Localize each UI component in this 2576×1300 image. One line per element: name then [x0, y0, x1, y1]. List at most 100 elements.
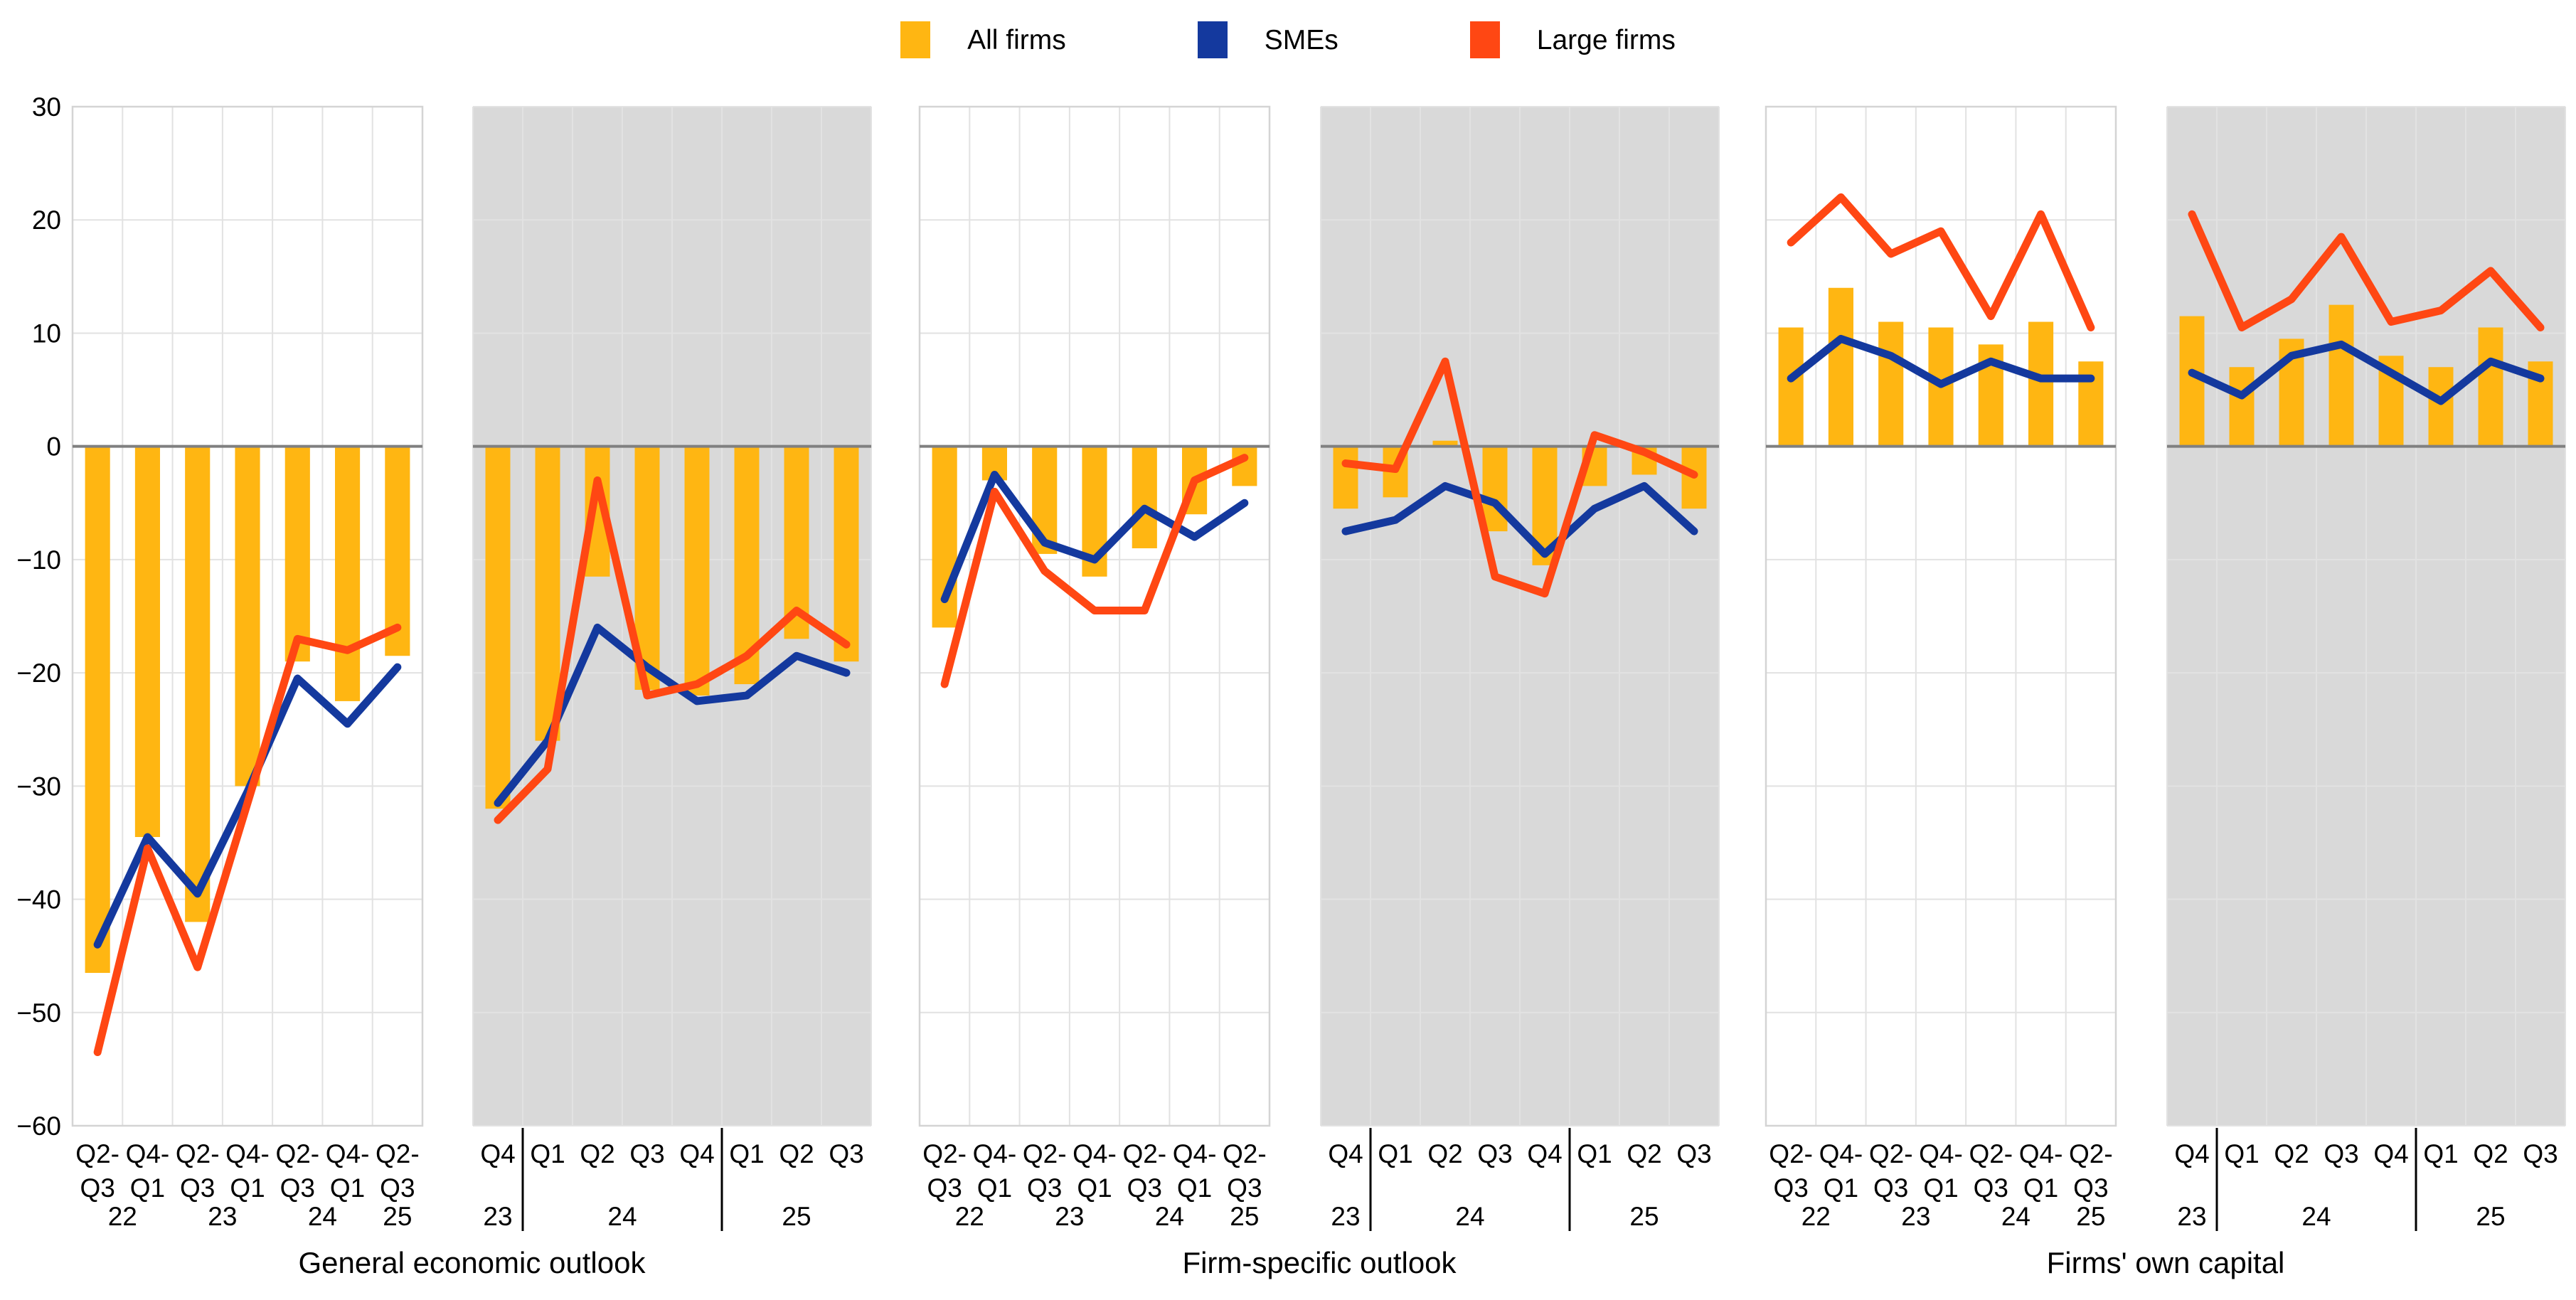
x-tick-label: Q2-: [1023, 1139, 1067, 1168]
large-firms-swatch-icon: [1469, 21, 1500, 58]
legend-label: Large firms: [1536, 24, 1676, 55]
year-label: 23: [483, 1202, 512, 1231]
x-tick-label: Q2-: [75, 1139, 119, 1168]
year-label: 25: [1629, 1202, 1659, 1231]
x-tick-label: Q4-: [973, 1139, 1017, 1168]
panel-border: [918, 105, 1271, 1127]
large-firms-line: [1341, 357, 1698, 598]
legend-label: All firms: [967, 24, 1066, 55]
bar-all-firms: [2179, 316, 2205, 447]
bar-all-firms: [385, 446, 410, 656]
x-tick-label: Q4-: [1173, 1139, 1217, 1168]
x-tick-label: Q4-: [225, 1139, 270, 1168]
x-tick-label: Q2: [1427, 1139, 1462, 1168]
year-label: 25: [782, 1202, 811, 1231]
year-label: 24: [607, 1202, 637, 1231]
x-tick-label: Q2: [779, 1139, 814, 1168]
panel-6-quarterly: Q4 Q1 Q2 Q3 Q4 Q1 Q2 Q3 23 24 25: [2166, 106, 2566, 1231]
x-tick-label: Q3: [180, 1173, 215, 1203]
x-tick-label: Q1: [977, 1173, 1012, 1203]
x-tick-label: Q2-: [1223, 1139, 1267, 1168]
x-tick-label: Q2: [2274, 1139, 2309, 1168]
x-tick-label: Q2: [1627, 1139, 1661, 1168]
y-tick-label: 0: [46, 432, 61, 462]
bar-all-firms: [2428, 367, 2454, 447]
x-tick-label: Q3: [1477, 1139, 1512, 1168]
large-firms-line: [940, 454, 1249, 688]
x-tick-label: Q3: [1974, 1173, 2008, 1203]
x-tick-label: Q3: [629, 1139, 664, 1168]
x-tick-label: Q4-: [1919, 1139, 1963, 1168]
x-tick-label: Q2-: [176, 1139, 220, 1168]
smes-line: [1787, 334, 2095, 388]
large-firms-line: [1787, 193, 2095, 331]
bar-all-firms: [335, 446, 361, 701]
legend-item-large-firms: Large firms: [1469, 21, 1676, 58]
legend-item-all-firms: All firms: [900, 21, 1066, 58]
x-tick-label: Q2: [2473, 1139, 2508, 1168]
x-tick-label: Q3: [280, 1173, 315, 1203]
year-label: 25: [2076, 1202, 2105, 1231]
bar-all-firms: [284, 446, 310, 662]
bar-all-firms: [2078, 361, 2104, 447]
y-tick-label: 20: [32, 206, 61, 235]
x-tick-label: Q4-: [326, 1139, 370, 1168]
large-firms-line: [494, 476, 851, 824]
x-tick-label: Q1: [130, 1173, 165, 1203]
x-tick-label: Q1: [2224, 1139, 2259, 1168]
x-tick-label: Q1: [1923, 1173, 1958, 1203]
panel-2-quarterly: Q4 Q1 Q2 Q3 Q4 Q1 Q2 Q3 23 24 25: [472, 106, 872, 1231]
panel-border: [71, 105, 424, 1127]
year-label: 24: [1455, 1202, 1484, 1231]
x-tick-label: Q3: [80, 1173, 115, 1203]
x-tick-label: Q2-: [922, 1139, 967, 1168]
x-tick-label: Q3: [927, 1173, 962, 1203]
bar-all-firms: [2028, 321, 2054, 447]
x-tick-label: Q3: [1127, 1173, 1162, 1203]
group-title: Firms' own capital: [2047, 1246, 2285, 1279]
x-tick-label: Q1: [530, 1139, 565, 1168]
x-tick-label: Q4-: [2019, 1139, 2063, 1168]
year-label: 23: [1055, 1202, 1084, 1231]
x-tick-label: Q4-: [1073, 1139, 1117, 1168]
smes-line: [940, 470, 1249, 604]
x-tick-label: Q4: [2373, 1139, 2408, 1168]
x-tick-label: Q3: [1773, 1173, 1808, 1203]
bar-all-firms: [2328, 304, 2354, 447]
y-tick-label: −30: [16, 772, 61, 801]
year-label: 25: [2476, 1202, 2505, 1231]
year-label: 25: [1230, 1202, 1259, 1231]
year-label: 24: [308, 1202, 337, 1231]
smes-line: [1341, 481, 1698, 558]
y-tick-label: 30: [32, 92, 61, 122]
x-tick-label: Q3: [380, 1173, 415, 1203]
x-tick-label: Q2-: [376, 1139, 420, 1168]
group-title: Firm-specific outlook: [1182, 1246, 1457, 1279]
y-tick-label: −60: [16, 1112, 61, 1141]
bar-all-firms: [2229, 367, 2255, 447]
bar-all-firms: [1828, 287, 1853, 447]
y-tick-label: −50: [16, 998, 61, 1028]
x-tick-label: Q3: [2073, 1173, 2108, 1203]
x-tick-label: Q1: [2023, 1173, 2058, 1203]
year-label: 24: [1155, 1202, 1184, 1231]
x-tick-label: Q3: [1227, 1173, 1262, 1203]
x-tick-label: Q4-: [1819, 1139, 1863, 1168]
group-title: General economic outlook: [299, 1246, 646, 1279]
y-tick-label: −10: [16, 545, 61, 575]
bar-all-firms: [1333, 446, 1358, 509]
x-tick-label: Q3: [1676, 1139, 1711, 1168]
y-tick-label: 10: [32, 319, 61, 348]
panel-4-quarterly: Q4 Q1 Q2 Q3 Q4 Q1 Q2 Q3 23 24 25: [1320, 106, 1720, 1231]
x-tick-label: Q1: [1177, 1173, 1212, 1203]
x-tick-label: Q2-: [1869, 1139, 1913, 1168]
x-tick-label: Q1: [230, 1173, 265, 1203]
x-tick-label: Q1: [1824, 1173, 1858, 1203]
large-firms-line: [93, 623, 402, 1057]
x-tick-label: Q1: [2423, 1139, 2458, 1168]
bar-all-firms: [2478, 327, 2503, 447]
y-tick-label: −20: [16, 659, 61, 688]
x-tick-label: Q4-: [126, 1139, 170, 1168]
